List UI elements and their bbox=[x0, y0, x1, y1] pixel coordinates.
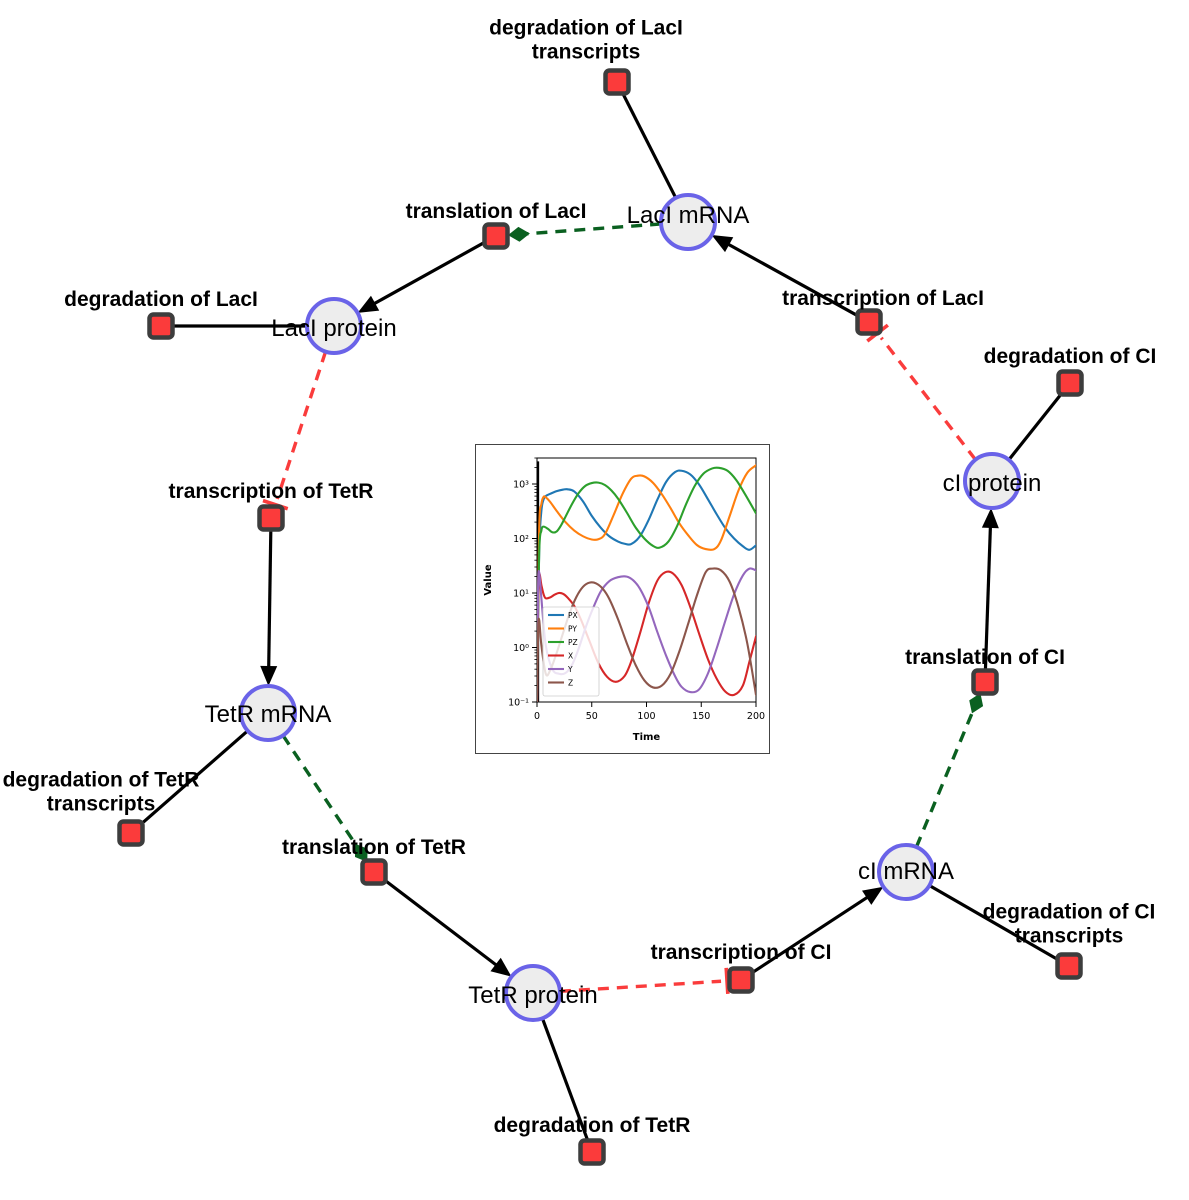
reaction-node-deg_ci[interactable] bbox=[1056, 369, 1084, 397]
reaction-node-deg_tetr[interactable] bbox=[578, 1138, 606, 1166]
edge-tl_ci-to-ci_prot bbox=[983, 518, 993, 671]
reaction-node-tx_laci[interactable] bbox=[855, 308, 883, 336]
edge-tetr_mrna-to-tl_tetr bbox=[281, 734, 364, 855]
legend-label-PX: PX bbox=[568, 611, 578, 620]
legend-label-Y: Y bbox=[567, 665, 573, 674]
reaction-node-tx_tetr[interactable] bbox=[257, 504, 285, 532]
edge-tx_laci-to-laci_mrna bbox=[720, 238, 860, 318]
edge-deg_tetr-to-tetr_prot bbox=[540, 1017, 590, 1142]
reaction-node-deg_tetr_tx[interactable] bbox=[117, 819, 145, 847]
legend-label-Z: Z bbox=[568, 678, 573, 687]
species-node-tetr_prot[interactable] bbox=[504, 964, 562, 1022]
arrowhead-triangle bbox=[490, 957, 512, 977]
x-tick-label: 200 bbox=[747, 711, 765, 722]
edge-deg_ci-to-ci_prot bbox=[1007, 391, 1064, 461]
reaction-node-deg_laci[interactable] bbox=[147, 312, 175, 340]
arrowhead-diamond bbox=[355, 843, 368, 863]
y-tick-label: 10³ bbox=[513, 480, 529, 491]
edge-laci_mrna-to-tl_laci bbox=[517, 222, 662, 237]
edges-group bbox=[138, 91, 1064, 1142]
series-line-PZ bbox=[537, 466, 756, 678]
reaction-node-tl_ci[interactable] bbox=[971, 668, 999, 696]
x-tick-label: 50 bbox=[586, 711, 598, 722]
legend-label-PZ: PZ bbox=[568, 638, 578, 647]
edge-ci_mrna-to-tl_ci bbox=[914, 701, 979, 848]
arrowhead-triangle bbox=[981, 507, 999, 529]
y-tick-label: 10² bbox=[513, 534, 529, 545]
series-line-PY bbox=[537, 464, 756, 678]
arrowhead-triangle bbox=[862, 886, 884, 905]
x-tick-label: 100 bbox=[637, 711, 655, 722]
edge-laci_prot-to-tx_tetr bbox=[275, 351, 328, 500]
x-tick-label: 0 bbox=[534, 711, 540, 722]
legend-label-PY: PY bbox=[568, 624, 577, 633]
y-tick-label: 10¹ bbox=[513, 589, 529, 600]
reaction-node-deg_ci_tx[interactable] bbox=[1055, 952, 1083, 980]
plot-series-group bbox=[537, 461, 756, 702]
edge-ci_prot-to-tx_laci bbox=[879, 336, 977, 461]
reaction-node-tl_tetr[interactable] bbox=[360, 858, 388, 886]
y-tick-label: 10⁰ bbox=[513, 643, 529, 654]
species-node-laci_prot[interactable] bbox=[305, 297, 363, 355]
reaction-node-tl_laci[interactable] bbox=[482, 222, 510, 250]
legend-label-X: X bbox=[568, 651, 573, 660]
arrowhead-triangle bbox=[711, 235, 734, 253]
arrowhead-diamond bbox=[969, 693, 984, 714]
x-tick-label: 150 bbox=[692, 711, 710, 722]
x-axis-label: Time bbox=[633, 732, 661, 743]
edge-deg_laci_tx-to-laci_mrna bbox=[621, 91, 678, 199]
y-tick-label: 10⁻¹ bbox=[508, 698, 529, 709]
edge-deg_tetr_tx-to-tetr_mrna bbox=[138, 729, 249, 827]
species-node-ci_mrna[interactable] bbox=[877, 843, 935, 901]
arrowhead-triangle bbox=[357, 295, 380, 313]
series-line-X bbox=[537, 570, 756, 702]
arrowhead-triangle bbox=[260, 665, 278, 687]
edge-tl_laci-to-laci_prot bbox=[366, 240, 487, 309]
timecourse-plot-inset: 10⁻¹ 10⁰ 10¹ 10² 10³ 0 50 100 150 200 Time Value PX P… bbox=[475, 444, 770, 754]
series-line-PX bbox=[537, 469, 756, 678]
edge-tx_ci-to-ci_mrna bbox=[750, 891, 876, 975]
edge-tetr_prot-to-tx_ci bbox=[559, 979, 722, 994]
species-node-ci_prot[interactable] bbox=[963, 452, 1021, 510]
reaction-node-tx_ci[interactable] bbox=[727, 966, 755, 994]
species-node-laci_mrna[interactable] bbox=[659, 193, 717, 251]
arrowhead-diamond bbox=[507, 226, 530, 242]
timecourse-plot-svg: 10⁻¹ 10⁰ 10¹ 10² 10³ 0 50 100 150 200 Time Value PX P… bbox=[475, 444, 770, 754]
edge-deg_ci_tx-to-ci_mrna bbox=[928, 884, 1060, 962]
species-node-tetr_mrna[interactable] bbox=[239, 684, 297, 742]
edge-tx_tetr-to-tetr_mrna bbox=[266, 529, 273, 676]
edge-tl_tetr-to-tetr_prot bbox=[382, 877, 504, 972]
reaction-node-deg_laci_tx[interactable] bbox=[603, 68, 631, 96]
y-axis-label: Value bbox=[483, 564, 494, 595]
